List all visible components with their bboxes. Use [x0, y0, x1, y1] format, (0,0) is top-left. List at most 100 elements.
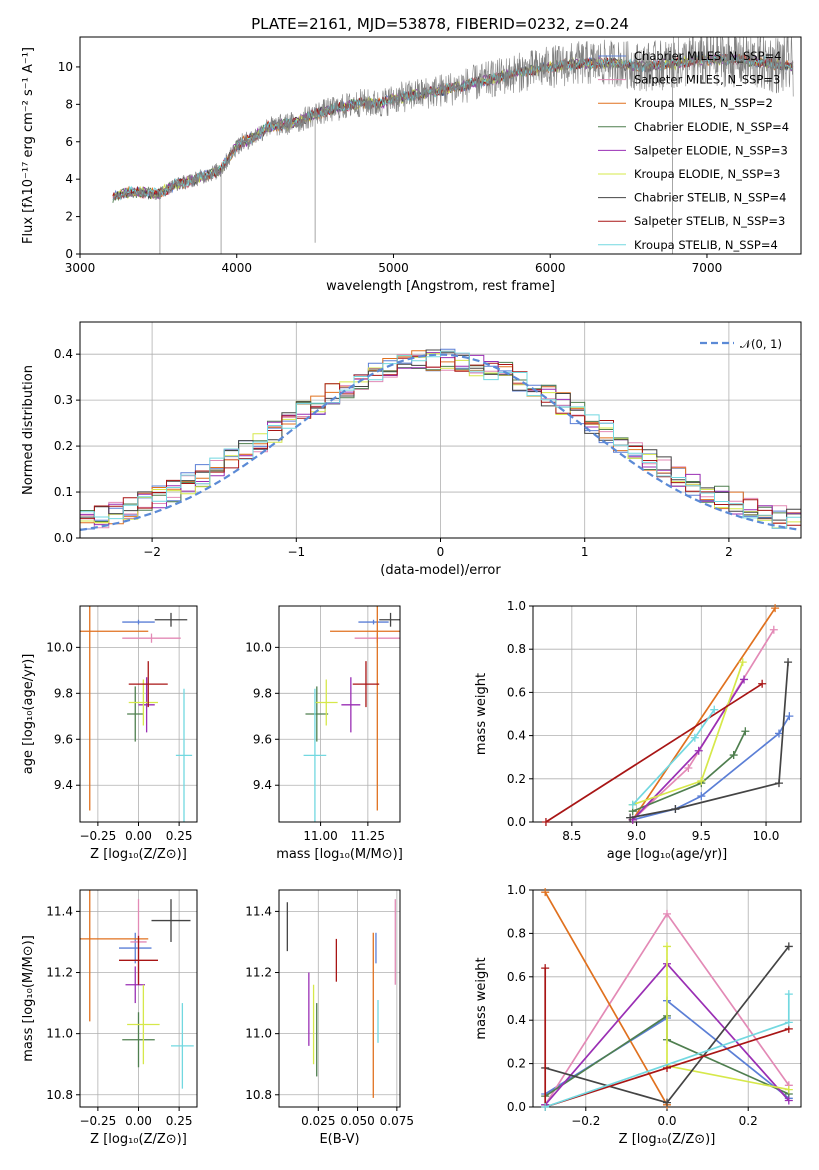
y-tick-label: 0.6 — [507, 685, 526, 699]
x-axis-label: (data-model)/error — [380, 563, 501, 578]
x-tick-label: 11.25 — [351, 829, 385, 843]
point-marker — [663, 1098, 671, 1107]
plot-area — [80, 348, 801, 531]
point-marker — [784, 1096, 793, 1105]
x-tick-label: 0.0 — [657, 1114, 676, 1128]
plot-area — [80, 606, 193, 822]
x-tick-label: 9.5 — [692, 829, 711, 843]
legend: Chabrier MILES, N_SSP=4 Salpeter MILES, N… — [598, 49, 789, 252]
x-tick-label: 4000 — [221, 261, 252, 275]
y-tick-label: 9.4 — [54, 778, 73, 792]
y-tick-label: 0.0 — [507, 815, 526, 829]
legend-label: Chabrier STELIB, N_SSP=4 — [634, 191, 786, 205]
y-tick-label: 10.0 — [46, 640, 73, 654]
point-marker — [690, 733, 699, 742]
x-axis-label: wavelength [Angstrom, rest frame] — [326, 279, 555, 294]
x-tick-label: 0.050 — [340, 1114, 374, 1128]
y-tick-label: 0 — [65, 247, 73, 261]
figure-title: PLATE=2161, MJD=53878, FIBERID=0232, z=0… — [251, 15, 629, 33]
panel-age_vs_Z: −0.25 0.00 0.25 9.4 9.6 9.8 10.0 Z [log₁₀(Z/Z⊙)… — [21, 605, 198, 862]
point-marker — [784, 1085, 793, 1094]
point-marker — [784, 942, 793, 951]
x-tick-label: 0.00 — [125, 1114, 152, 1128]
x-axis-label: Z [log₁₀(Z/Z⊙)] — [90, 1132, 187, 1147]
y-tick-label: 0.2 — [54, 439, 73, 453]
point-marker — [684, 764, 693, 772]
legend-label: Salpeter MILES, N_SSP=3 — [634, 73, 780, 87]
y-axis-label: Normed distribution — [21, 365, 36, 495]
point-marker — [541, 1103, 550, 1111]
point-marker — [628, 800, 637, 809]
point-marker — [771, 604, 780, 613]
legend-label: Kroupa STELIB, N_SSP=4 — [634, 238, 778, 252]
x-tick-label: −0.25 — [79, 829, 116, 843]
point-marker — [697, 776, 706, 785]
axes-frame — [79, 36, 802, 255]
y-tick-label: 11.0 — [46, 1027, 73, 1041]
x-tick-label: 2 — [725, 545, 733, 559]
panel-mass_vs_Z: −0.25 0.00 0.25 10.8 11.0 11.2 11.4 Z [log₁₀(Z/… — [21, 889, 198, 1147]
x-tick-label: −0.25 — [79, 1114, 116, 1128]
point-marker — [541, 818, 550, 826]
y-tick-label: 0.4 — [507, 1013, 526, 1027]
series-line-2 — [544, 891, 668, 1106]
histogram-5 — [80, 353, 801, 529]
y-tick-label: 11.0 — [245, 1027, 272, 1041]
x-tick-label: 8.5 — [562, 829, 581, 843]
x-axis-label: Z [log₁₀(Z/Z⊙)] — [90, 847, 187, 862]
y-tick-label: 0.0 — [54, 531, 73, 545]
x-tick-label: 11.00 — [303, 829, 337, 843]
y-tick-label: 11.2 — [46, 966, 73, 980]
x-tick-label: 0.025 — [301, 1114, 335, 1128]
y-tick-label: 0.8 — [507, 926, 526, 940]
y-axis-label: Flux [fλ10⁻¹⁷ erg cm⁻² s⁻¹ A⁻¹] — [21, 47, 36, 244]
x-tick-label: 0.2 — [739, 1114, 758, 1128]
y-tick-label: 9.6 — [253, 732, 272, 746]
x-tick-label: 0.25 — [166, 829, 193, 843]
y-tick-label: 0.2 — [507, 1057, 526, 1071]
point-marker — [626, 813, 635, 822]
point-marker — [741, 727, 750, 736]
series-line-3 — [632, 730, 747, 812]
point-marker — [738, 658, 747, 667]
point-marker — [729, 751, 738, 760]
y-tick-label: 0.3 — [54, 393, 73, 407]
legend-label: Salpeter STELIB, N_SSP=3 — [634, 214, 785, 228]
y-axis-label: age [log₁₀(age/yr)] — [21, 654, 36, 775]
y-tick-label: 10.8 — [46, 1088, 73, 1102]
point-marker — [710, 705, 719, 714]
series-line-7 — [544, 968, 790, 1109]
plot-area — [303, 606, 400, 822]
point-marker — [785, 712, 794, 721]
y-axis-label: mass weight — [474, 957, 489, 1039]
histogram-7 — [80, 350, 801, 526]
series-line-7 — [545, 683, 763, 823]
axes-frame — [278, 889, 401, 1108]
y-tick-label: 11.2 — [245, 966, 272, 980]
panel-mass_vs_ebv: 0.025 0.050 0.075 10.8 11.0 11.2 11.4 E(B-V) — [245, 889, 414, 1147]
point-marker — [694, 746, 703, 755]
series-line-5 — [666, 946, 789, 1091]
panel-age_vs_mass: 11.00 11.25 9.4 9.6 9.8 10.0 mass [log₁₀(M/M⊙)… — [245, 605, 403, 862]
y-tick-label: 9.4 — [253, 778, 272, 792]
x-tick-label: −2 — [143, 545, 161, 559]
y-tick-label: 0.4 — [507, 729, 526, 743]
x-axis-label: age [log₁₀(age/yr)] — [607, 847, 728, 862]
y-tick-label: 1.0 — [507, 599, 526, 613]
y-tick-label: 6 — [65, 135, 73, 149]
x-tick-label: 10.0 — [753, 829, 780, 843]
y-tick-label: 4 — [65, 172, 73, 186]
point-marker — [769, 625, 778, 634]
y-tick-label: 0.2 — [507, 772, 526, 786]
legend-label: Salpeter ELODIE, N_SSP=3 — [634, 143, 788, 157]
y-tick-label: 0.0 — [507, 1100, 526, 1114]
point-marker — [774, 729, 783, 738]
legend-label: Chabrier ELODIE, N_SSP=4 — [634, 120, 789, 134]
y-axis-label: mass weight — [474, 673, 489, 755]
x-tick-label: −1 — [287, 545, 305, 559]
x-tick-label: 0.25 — [166, 1114, 193, 1128]
x-tick-label: 0 — [437, 545, 445, 559]
x-axis-label: E(B-V) — [319, 1132, 359, 1147]
